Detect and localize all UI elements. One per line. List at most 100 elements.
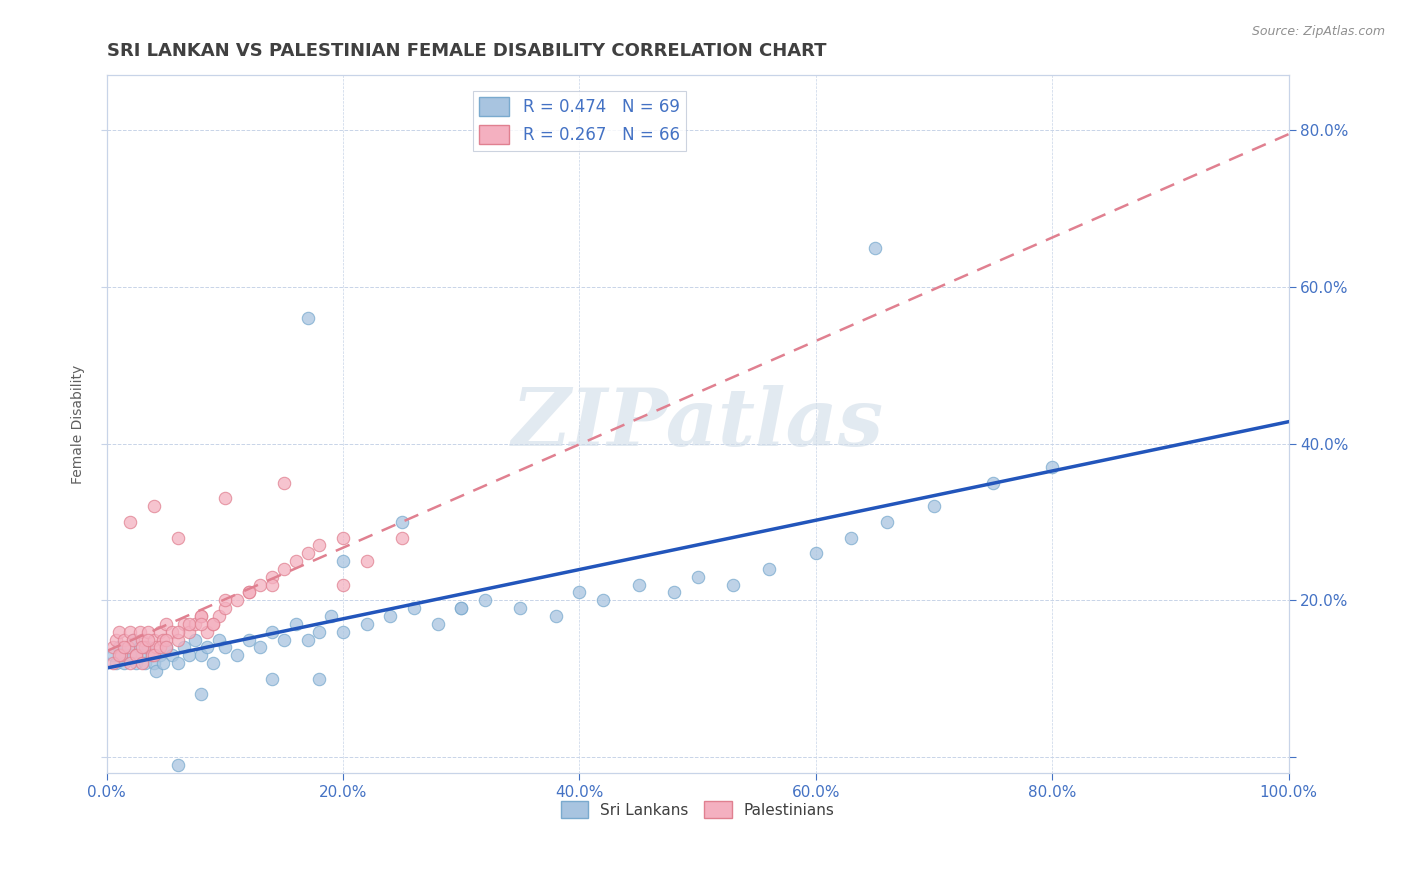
- Point: [166, 656, 188, 670]
- Point: [721, 577, 744, 591]
- Point: [141, 648, 163, 663]
- Point: [238, 585, 260, 599]
- Point: [149, 624, 172, 639]
- Point: [190, 648, 212, 663]
- Point: [332, 577, 354, 591]
- Point: [136, 640, 159, 655]
- Point: [249, 640, 271, 655]
- Point: [120, 515, 142, 529]
- Point: [509, 601, 531, 615]
- Point: [876, 515, 898, 529]
- Point: [214, 640, 236, 655]
- Point: [125, 656, 148, 670]
- Point: [758, 562, 780, 576]
- Point: [804, 546, 827, 560]
- Legend: Sri Lankans, Palestinians: Sri Lankans, Palestinians: [554, 795, 841, 824]
- Point: [184, 632, 207, 647]
- Point: [238, 632, 260, 647]
- Point: [149, 640, 172, 655]
- Point: [120, 656, 142, 670]
- Point: [131, 648, 153, 663]
- Point: [474, 593, 496, 607]
- Point: [179, 624, 201, 639]
- Point: [128, 624, 150, 639]
- Point: [249, 577, 271, 591]
- Point: [160, 648, 183, 663]
- Point: [380, 609, 402, 624]
- Point: [120, 648, 142, 663]
- Point: [143, 648, 166, 663]
- Point: [273, 632, 295, 647]
- Point: [101, 656, 124, 670]
- Point: [131, 632, 153, 647]
- Point: [121, 632, 143, 647]
- Point: [184, 616, 207, 631]
- Point: [145, 664, 167, 678]
- Point: [225, 593, 247, 607]
- Point: [308, 538, 330, 552]
- Point: [166, 624, 188, 639]
- Point: [981, 475, 1004, 490]
- Point: [114, 656, 136, 670]
- Point: [262, 624, 284, 639]
- Text: Source: ZipAtlas.com: Source: ZipAtlas.com: [1251, 25, 1385, 38]
- Point: [105, 632, 128, 647]
- Point: [143, 656, 166, 670]
- Point: [166, 758, 188, 772]
- Point: [238, 585, 260, 599]
- Point: [1040, 460, 1063, 475]
- Point: [179, 648, 201, 663]
- Point: [284, 616, 307, 631]
- Point: [131, 640, 153, 655]
- Point: [208, 609, 231, 624]
- Point: [160, 624, 183, 639]
- Point: [195, 640, 218, 655]
- Point: [128, 640, 150, 655]
- Point: [125, 648, 148, 663]
- Point: [686, 570, 709, 584]
- Point: [143, 500, 166, 514]
- Point: [308, 672, 330, 686]
- Point: [134, 640, 156, 655]
- Point: [225, 648, 247, 663]
- Point: [332, 531, 354, 545]
- Point: [214, 593, 236, 607]
- Point: [402, 601, 425, 615]
- Point: [839, 531, 862, 545]
- Point: [155, 616, 177, 631]
- Point: [101, 640, 124, 655]
- Point: [121, 632, 143, 647]
- Point: [141, 648, 163, 663]
- Point: [107, 640, 129, 655]
- Point: [332, 624, 354, 639]
- Point: [173, 616, 195, 631]
- Point: [195, 624, 218, 639]
- Point: [149, 648, 172, 663]
- Point: [110, 648, 132, 663]
- Point: [297, 311, 319, 326]
- Text: ZIPatlas: ZIPatlas: [512, 385, 884, 463]
- Point: [208, 632, 231, 647]
- Point: [297, 546, 319, 560]
- Point: [166, 632, 188, 647]
- Point: [426, 616, 449, 631]
- Point: [308, 624, 330, 639]
- Point: [179, 616, 201, 631]
- Point: [544, 609, 567, 624]
- Point: [262, 570, 284, 584]
- Point: [190, 616, 212, 631]
- Point: [922, 500, 945, 514]
- Point: [662, 585, 685, 599]
- Point: [110, 648, 132, 663]
- Point: [297, 632, 319, 647]
- Point: [125, 648, 148, 663]
- Point: [145, 640, 167, 655]
- Point: [136, 624, 159, 639]
- Point: [356, 554, 378, 568]
- Point: [863, 241, 886, 255]
- Point: [107, 648, 129, 663]
- Point: [391, 531, 413, 545]
- Point: [107, 624, 129, 639]
- Point: [202, 616, 225, 631]
- Point: [173, 640, 195, 655]
